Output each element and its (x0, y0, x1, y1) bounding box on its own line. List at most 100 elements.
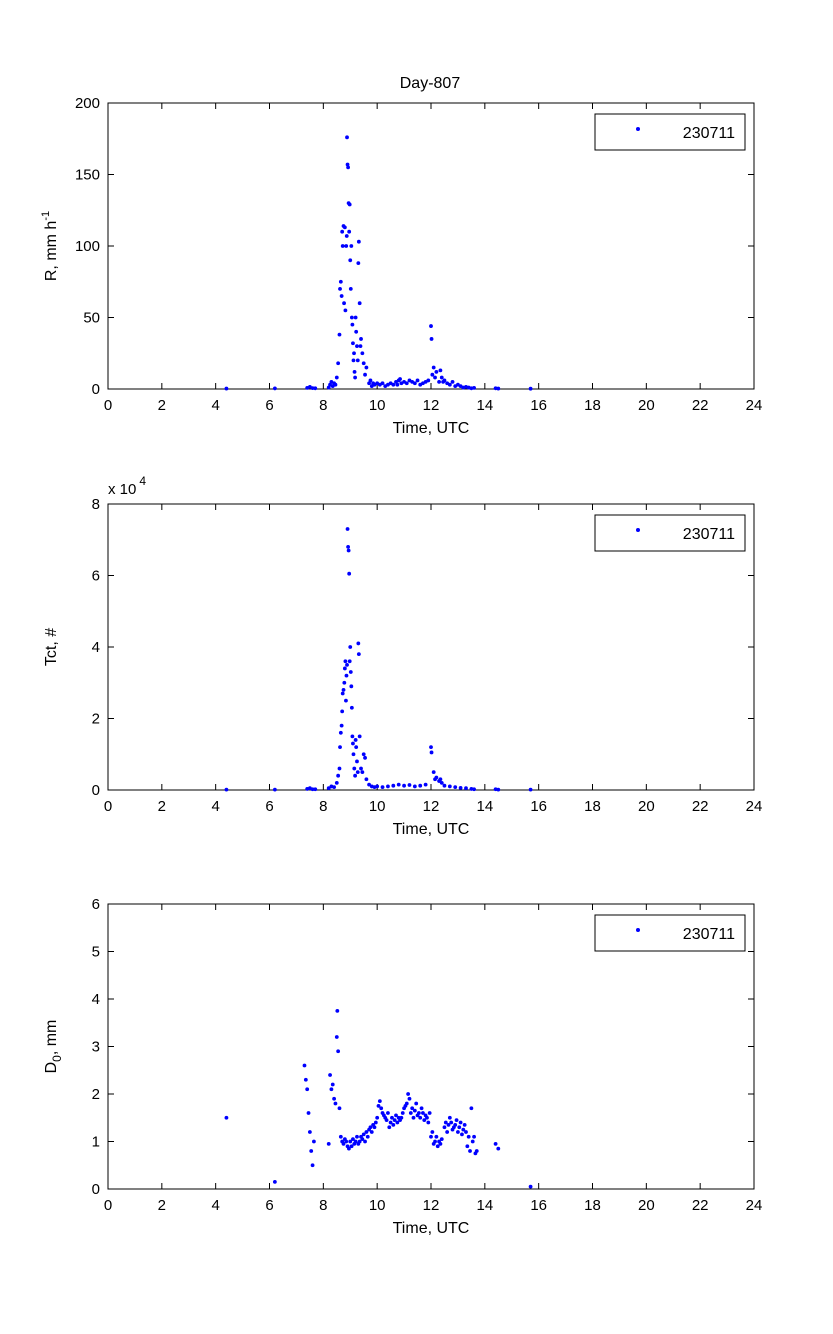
data-point (340, 244, 345, 248)
data-point (464, 786, 468, 791)
x-tick-label: 16 (530, 1197, 547, 1214)
data-point (341, 1141, 346, 1146)
legend-marker (636, 127, 640, 131)
data-point (412, 784, 417, 789)
data-point (460, 1132, 464, 1137)
data-point (458, 785, 463, 790)
data-point (418, 1115, 423, 1120)
data-point (344, 244, 349, 248)
x-tick-label: 10 (369, 397, 386, 414)
data-point (528, 1184, 533, 1189)
data-point (224, 787, 229, 792)
x-tick-label: 22 (692, 798, 709, 815)
data-point (453, 1122, 458, 1127)
data-point (313, 787, 318, 792)
data-point (349, 705, 354, 710)
data-point (359, 766, 363, 771)
x-axis-label: Time, UTC (393, 821, 470, 838)
data-point (458, 1120, 463, 1125)
data-point (415, 378, 420, 383)
data-point (326, 385, 331, 390)
data-point (358, 344, 363, 348)
data-point (414, 1101, 419, 1106)
data-point (272, 386, 277, 391)
data-point (395, 382, 400, 387)
data-point (341, 688, 346, 692)
data-point (434, 1134, 439, 1139)
data-point (354, 329, 359, 334)
y-axis-label-superscript: -1 (40, 211, 52, 221)
data-point (355, 344, 359, 348)
x-tick-label: 2 (158, 397, 166, 414)
data-point (353, 375, 357, 380)
data-point (439, 375, 444, 380)
legend-label: 230711 (683, 926, 735, 943)
data-point (368, 1125, 373, 1130)
data-point (445, 1130, 450, 1134)
data-point (353, 315, 358, 320)
data-point (333, 1101, 338, 1106)
data-point (303, 1077, 308, 1082)
data-point (398, 377, 402, 381)
data-point (375, 1115, 380, 1120)
data-point (335, 1008, 340, 1013)
data-point (349, 244, 354, 248)
data-point (456, 1130, 460, 1134)
data-point (351, 341, 355, 346)
x-tick-label: 20 (638, 1197, 655, 1214)
data-point (337, 766, 342, 771)
x-tick-label: 2 (158, 1197, 166, 1214)
y-axis-label-main: Tct, # (43, 628, 60, 666)
data-point (419, 1106, 424, 1111)
x-tick-label: 0 (104, 1197, 112, 1214)
y-tick-label: 0 (92, 1181, 100, 1198)
y-tick-label: 2 (92, 711, 100, 728)
data-point (416, 1111, 421, 1115)
y-tick-label: 4 (92, 991, 100, 1008)
data-point (354, 745, 359, 749)
y-tick-label: 100 (75, 238, 100, 255)
data-point (450, 379, 455, 384)
data-point (388, 1120, 393, 1125)
data-point (272, 787, 277, 792)
data-point (496, 1146, 501, 1151)
data-point (395, 1120, 400, 1125)
data-point (496, 386, 501, 391)
data-point (372, 1125, 377, 1130)
data-point (309, 1149, 314, 1153)
data-point (392, 1118, 397, 1123)
data-point (339, 723, 344, 728)
data-point (349, 1144, 354, 1149)
y-tick-label: 5 (92, 944, 100, 961)
x-tick-label: 24 (746, 798, 763, 815)
data-point (357, 301, 362, 306)
axis-exponent-base: x 10 (108, 481, 136, 498)
data-point (375, 784, 380, 789)
data-point (368, 378, 373, 383)
data-point (442, 783, 447, 788)
data-point (443, 1120, 448, 1125)
y-axis-label-main: R, mm h (43, 221, 60, 281)
data-point (399, 1115, 404, 1120)
data-point (391, 1122, 396, 1127)
data-point (466, 1134, 471, 1139)
y-tick-label: 6 (92, 568, 100, 585)
data-point (224, 386, 229, 391)
data-point (363, 1139, 367, 1144)
x-tick-label: 24 (746, 1197, 763, 1214)
data-point (357, 734, 362, 739)
data-point (433, 1139, 437, 1144)
data-point (348, 287, 353, 291)
data-point (435, 1144, 440, 1149)
data-point (355, 358, 360, 363)
data-point (363, 372, 367, 377)
data-point (353, 773, 357, 778)
data-point (361, 1132, 366, 1137)
plot-area (107, 102, 755, 390)
data-point (391, 783, 396, 788)
data-point (431, 365, 436, 370)
data-point (465, 1144, 470, 1149)
y-tick-label: 200 (75, 95, 100, 112)
